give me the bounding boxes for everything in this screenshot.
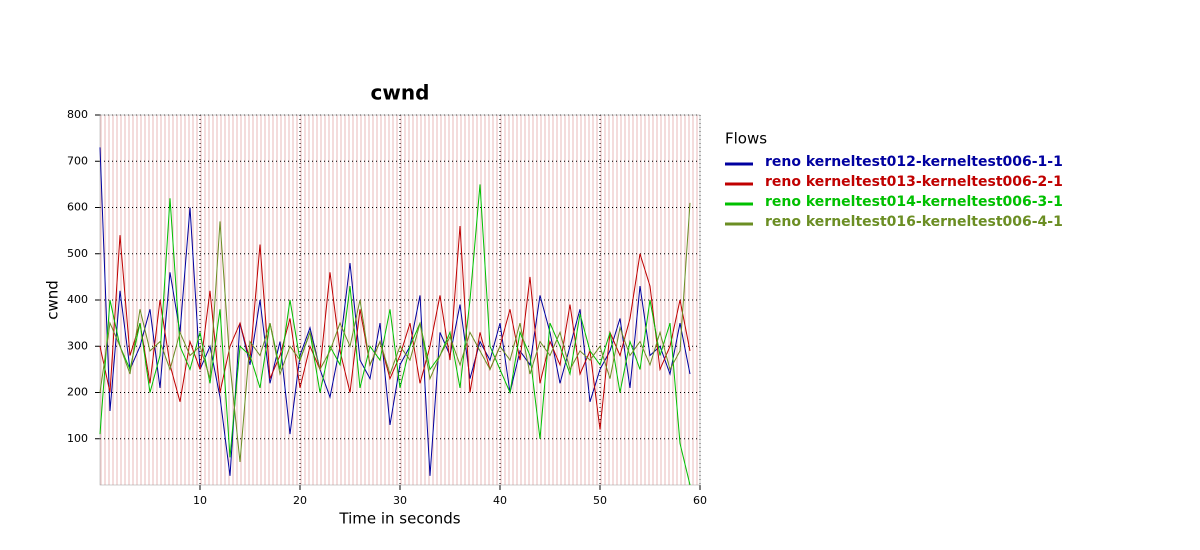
series-line: [99, 202, 691, 462]
series-line: [99, 147, 691, 476]
x-tick-label: 50: [593, 494, 607, 507]
y-tick-label: 400: [67, 293, 88, 306]
series-line: [99, 225, 691, 430]
legend-label: reno kerneltest012-kerneltest006-1-1: [765, 154, 1063, 170]
y-tick-label: 800: [67, 108, 88, 121]
y-tick-label: 300: [67, 339, 88, 352]
y-axis-label: cwnd: [44, 280, 62, 320]
y-tick-label: 200: [67, 386, 88, 399]
x-tick-label: 30: [393, 494, 407, 507]
x-tick-label: 60: [693, 494, 707, 507]
y-tick-label: 600: [67, 201, 88, 214]
series-line: [99, 184, 691, 486]
x-tick-label: 10: [193, 494, 207, 507]
x-tick-label: 20: [293, 494, 307, 507]
x-axis-label: Time in seconds: [338, 510, 460, 528]
y-tick-label: 100: [67, 432, 88, 445]
plot-frame: [99, 114, 701, 486]
legend-title: Flows: [725, 130, 767, 148]
legend-label: reno kerneltest013-kerneltest006-2-1: [765, 174, 1063, 190]
chart-title: cwnd: [371, 81, 430, 105]
y-tick-label: 500: [67, 247, 88, 260]
x-tick-label: 40: [493, 494, 507, 507]
y-tick-label: 700: [67, 154, 88, 167]
legend-label: reno kerneltest014-kerneltest006-3-1: [765, 194, 1063, 210]
legend-label: reno kerneltest016-kerneltest006-4-1: [765, 214, 1063, 230]
